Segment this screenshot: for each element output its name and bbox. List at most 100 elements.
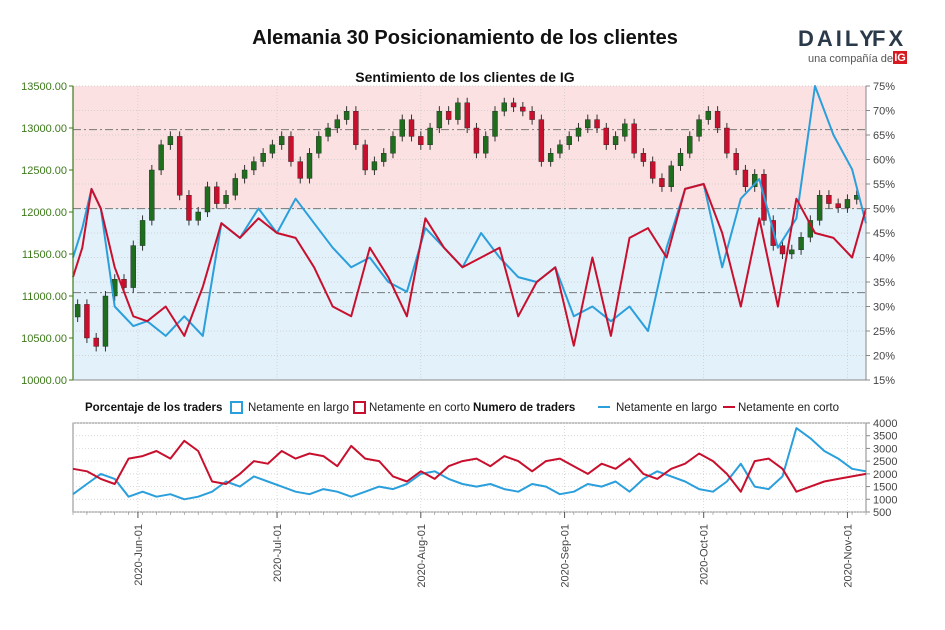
candle-body <box>483 136 489 154</box>
x-axis: 2020-Jun-01 2020-Jul-01 2020-Aug-01 2020-Se… <box>72 512 867 588</box>
left-tick-label: 12000.00 <box>21 207 67 219</box>
x-tick-label: 2020-Jun-01 <box>133 524 145 586</box>
candle-body <box>260 152 266 162</box>
candle-body <box>74 304 81 318</box>
long-zone <box>73 208 866 380</box>
x-tick-label: 2020-Sep-01 <box>560 524 572 588</box>
right-tick-label: 20% <box>873 351 895 363</box>
candle-body <box>835 203 841 209</box>
right-tick-label: 70% <box>873 106 895 118</box>
traders-long-line <box>72 427 867 501</box>
right-tick-label: 75% <box>873 81 895 93</box>
bottom-right-tick-label: 1500 <box>873 482 897 494</box>
percentage-lines <box>72 85 867 347</box>
logo-brand-right: FX <box>872 26 906 51</box>
candle-body <box>371 161 378 171</box>
right-tick-label: 65% <box>873 130 895 142</box>
candle-body <box>816 194 823 221</box>
left-tick-label: 13000.00 <box>21 123 67 135</box>
legend: Porcentaje de los traders Netamente en l… <box>85 401 839 414</box>
candle-body <box>186 194 192 221</box>
left-tick-label: 10000.00 <box>21 375 67 387</box>
candle-body <box>399 119 405 137</box>
candle-body <box>176 136 183 196</box>
trader-count-lines <box>72 427 867 501</box>
main-axes: 10000.00 10500.00 11000.00 11500.00 12000.00… <box>21 81 895 387</box>
candle-body <box>408 119 415 137</box>
candlestick-series <box>74 97 860 352</box>
candle-body <box>297 161 303 179</box>
bottom-right-tick-label: 1000 <box>873 494 897 506</box>
candle-body <box>362 144 368 171</box>
candle-body <box>473 127 480 154</box>
candle-body <box>232 178 239 196</box>
right-tick-label: 15% <box>873 375 895 387</box>
candle-body <box>622 123 628 137</box>
candle-body <box>381 152 387 162</box>
candle-body <box>139 220 146 246</box>
candle-body <box>687 136 693 154</box>
x-tick-label: 2020-Oct-01 <box>699 524 711 585</box>
bottom-right-tick-label: 4000 <box>873 418 897 430</box>
candle-body <box>844 199 851 208</box>
candle-body <box>659 178 665 187</box>
candle-body <box>640 152 647 162</box>
candle-body <box>251 161 257 171</box>
candle-body <box>696 119 702 137</box>
candle-body <box>278 136 285 145</box>
chart-subtitle: Sentimiento de los clientes de IG <box>355 69 574 85</box>
candle-body <box>826 194 832 204</box>
candle-body <box>538 119 545 162</box>
candle-body <box>742 169 749 187</box>
pct-short-line <box>72 183 867 347</box>
candle-body <box>520 106 526 112</box>
candle-body <box>566 136 572 145</box>
right-tick-label: 55% <box>873 179 895 191</box>
candle-body <box>288 136 294 162</box>
candle-body <box>306 152 313 179</box>
candle-body <box>612 136 619 145</box>
candle-body <box>705 110 712 120</box>
right-tick-label: 60% <box>873 155 895 167</box>
x-tick-label: 2020-Nov-01 <box>842 524 854 588</box>
logo-tagline: una compañía de <box>808 53 893 65</box>
candle-body <box>455 102 461 120</box>
right-tick-label: 25% <box>873 326 895 338</box>
candle-body <box>714 110 721 129</box>
candle-body <box>390 136 396 154</box>
candle-body <box>149 169 155 221</box>
right-tick-label: 45% <box>873 228 895 240</box>
candle-body <box>102 295 109 347</box>
left-tick-label: 13500.00 <box>21 81 67 93</box>
left-tick-label: 11500.00 <box>22 249 67 261</box>
right-tick-label: 35% <box>873 277 895 289</box>
right-tick-label: 30% <box>873 302 895 314</box>
left-tick-label: 10500.00 <box>21 333 67 345</box>
dailyfx-logo: DAILY FX una compañía de IG <box>798 26 907 65</box>
legend-pct-long: Netamente en largo <box>248 402 349 414</box>
bottom-right-tick-label: 500 <box>873 507 891 519</box>
candle-body <box>427 127 433 145</box>
candle-body <box>724 127 730 154</box>
candle-body <box>241 169 248 179</box>
right-tick-label: 40% <box>873 253 895 265</box>
candle-body <box>547 152 554 162</box>
candle-body <box>204 186 211 213</box>
candle-body <box>575 127 582 137</box>
candle-body <box>631 123 637 154</box>
candle-body <box>529 110 535 120</box>
bottom-right-tick-label: 2500 <box>873 456 897 468</box>
right-tick-label: 50% <box>873 204 895 216</box>
candle-body <box>158 144 164 171</box>
bottom-right-tick-label: 3000 <box>873 443 897 455</box>
candle-body <box>316 136 322 154</box>
candle-body <box>353 110 359 145</box>
left-tick-label: 11000.00 <box>22 291 67 303</box>
candle-body <box>510 102 517 108</box>
candle-body <box>501 102 507 112</box>
chart-title: Alemania 30 Posicionamiento de los clien… <box>252 27 678 49</box>
candle-body <box>84 304 90 339</box>
candle-body <box>93 337 99 347</box>
bottom-right-tick-label: 2000 <box>873 469 897 481</box>
